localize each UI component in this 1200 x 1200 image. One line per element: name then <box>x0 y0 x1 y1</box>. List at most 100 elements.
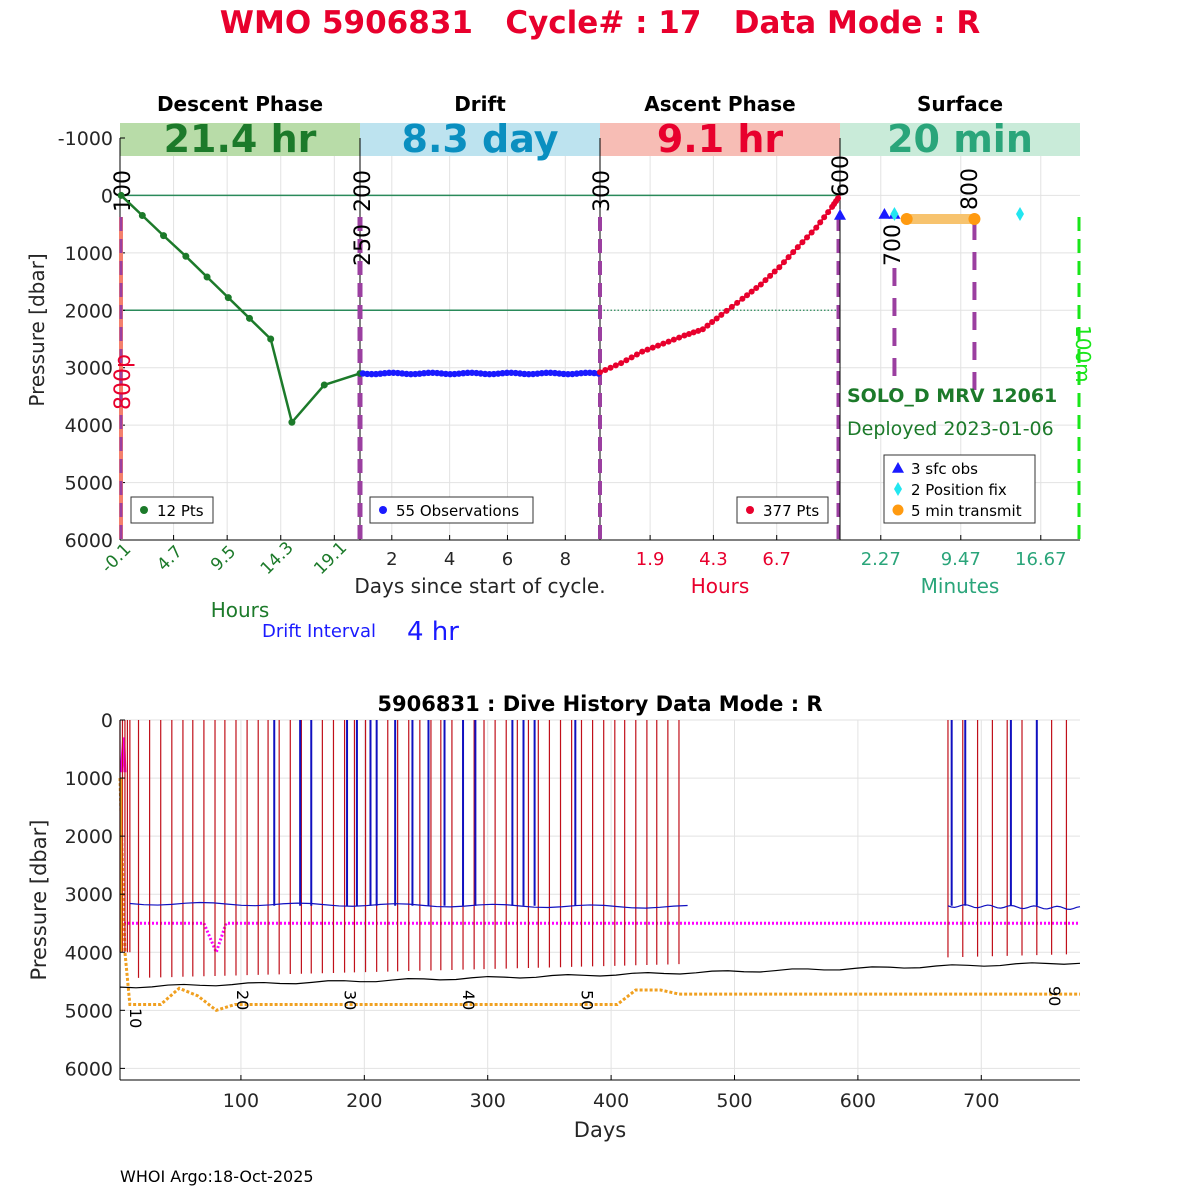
ascent-point-0 <box>597 369 603 376</box>
hist-cycle-label-4: 50 <box>577 990 596 1010</box>
sfc-obs-marker-1 <box>878 208 891 219</box>
ascent-point-45 <box>817 219 824 226</box>
ascent-point-42 <box>804 234 811 241</box>
ascent-point-18 <box>690 329 697 336</box>
drift-interval-value: 4 hr <box>407 617 459 647</box>
descent-point-9 <box>320 381 328 389</box>
phase-name-1: Drift <box>454 92 506 116</box>
hist-xtick-label-1: 200 <box>346 1090 382 1112</box>
hist-y-label: Pressure [dbar] <box>27 820 51 981</box>
top-xtick-label-0-4: 19.1 <box>310 538 351 579</box>
phase-duration-1: 8.3 day <box>402 117 559 161</box>
hist-xtick-label-0: 100 <box>223 1090 259 1112</box>
drift-legend-label: 55 Observations <box>396 502 519 520</box>
hist-xtick-label-6: 700 <box>963 1090 999 1112</box>
ascent-point-21 <box>704 322 711 329</box>
ascent-point-35 <box>771 268 778 275</box>
top-xtick-label-2-0: 1.9 <box>636 549 665 570</box>
hist-cycle-label-0: 10 <box>126 1008 145 1028</box>
hist-ytick-label-5: 5000 <box>65 1000 113 1022</box>
top-xtick-label-0-3: 14.3 <box>257 538 298 579</box>
sfc-obs-marker-0 <box>834 209 846 220</box>
top-ytick-label-1: 0 <box>101 185 113 207</box>
ascent-legend-label: 377 Pts <box>763 502 819 520</box>
hist-park-target-line <box>120 921 1080 957</box>
ascent-point-5 <box>623 357 630 364</box>
drift-interval-label: Drift Interval <box>262 621 376 642</box>
surface-legend-label-1: 2 Position fix <box>911 481 1007 499</box>
top-xtick-label-1-0: 2 <box>386 549 397 570</box>
ascent-point-44 <box>813 224 820 231</box>
surface-legend-box <box>883 454 1036 524</box>
ascent-point-14 <box>670 336 677 343</box>
ascent-point-10 <box>649 344 656 351</box>
surface-legend-label-0: 3 sfc obs <box>911 460 978 478</box>
phase-duration-0: 21.4 hr <box>164 117 317 161</box>
hist-title: 5906831 : Dive History Data Mode : R <box>377 692 822 716</box>
transmit-end-marker <box>968 213 981 225</box>
top-xtick-label-0-1: 4.7 <box>153 542 186 575</box>
descent-legend-label: 12 Pts <box>157 502 204 520</box>
dive-history-chart: 5906831 : Dive History Data Mode : R 10 20… <box>27 692 1081 1142</box>
descent-point-4 <box>203 273 211 281</box>
surface-legend-marker-1 <box>894 482 902 496</box>
phase-name-3: Surface <box>917 92 1003 116</box>
ascent-point-41 <box>799 239 806 246</box>
top-ytick-label-2: 1000 <box>65 243 113 265</box>
hist-cycle-label-1: 20 <box>233 990 252 1010</box>
ascent-point-25 <box>723 307 730 314</box>
top-ytick-label-7: 6000 <box>65 530 113 552</box>
ascent-point-40 <box>794 244 801 251</box>
hist-xtick-label-5: 600 <box>840 1090 876 1112</box>
ascent-point-27 <box>734 299 741 306</box>
descent-point-7 <box>267 335 275 343</box>
hist-x-label: Days <box>574 1118 626 1142</box>
hist-park-segment-1 <box>947 904 1081 910</box>
ascent-point-36 <box>776 264 783 271</box>
hist-ytick-label-0: 0 <box>101 710 113 732</box>
ascent-legend-marker <box>746 506 754 514</box>
ascent-point-12 <box>660 340 667 347</box>
top-xtick-label-1-1: 4 <box>444 549 455 570</box>
ascent-point-23 <box>713 315 720 322</box>
surface-legend-marker-2 <box>892 504 904 516</box>
descent-point-2 <box>160 232 168 240</box>
ascent-point-33 <box>762 277 769 284</box>
ascent-point-51 <box>835 195 842 202</box>
float-label: SOLO_D MRV 12061 <box>847 385 1057 407</box>
phase-duration-2: 9.1 hr <box>657 117 784 161</box>
hist-cycle-label-2: 30 <box>341 990 360 1010</box>
ascent-point-4 <box>618 360 625 367</box>
top-xtick-label-0-2: 9.5 <box>207 542 240 575</box>
ascent-point-6 <box>628 354 635 361</box>
side-label-left: 800p <box>111 354 136 410</box>
top-ytick-label-0: -1000 <box>58 128 113 150</box>
ascent-point-15 <box>676 334 683 341</box>
ascent-point-38 <box>785 254 792 261</box>
ascent-point-46 <box>821 214 828 221</box>
top-xtick-label-2-2: 6.7 <box>762 549 791 570</box>
phase-band-0 <box>120 123 360 156</box>
phase-marker-700: 700 <box>881 224 906 266</box>
phase-marker-200: 200 <box>351 170 376 212</box>
ascent-point-7 <box>633 351 640 358</box>
descent-point-5 <box>224 294 232 302</box>
descent-point-1 <box>138 212 146 220</box>
hist-bottom-line <box>119 962 1081 989</box>
descent-point-0 <box>117 191 125 199</box>
ascent-point-32 <box>757 281 764 288</box>
top-xtick-label-3-0: 2.27 <box>861 549 901 570</box>
ascent-point-16 <box>681 332 688 339</box>
ascent-point-30 <box>748 288 755 295</box>
phase-duration-3: 20 min <box>887 117 1033 161</box>
hist-orange-line <box>118 778 1080 1012</box>
hist-xtick-label-4: 500 <box>716 1090 752 1112</box>
phase-marker-600: 600 <box>829 155 854 197</box>
ascent-point-28 <box>739 295 746 302</box>
top-xtick-label-3-1: 9.47 <box>941 549 981 570</box>
hist-ytick-label-3: 3000 <box>65 884 113 906</box>
drift-legend-box <box>369 496 534 524</box>
ascent-point-39 <box>790 249 797 256</box>
phase-band-2 <box>600 123 840 156</box>
